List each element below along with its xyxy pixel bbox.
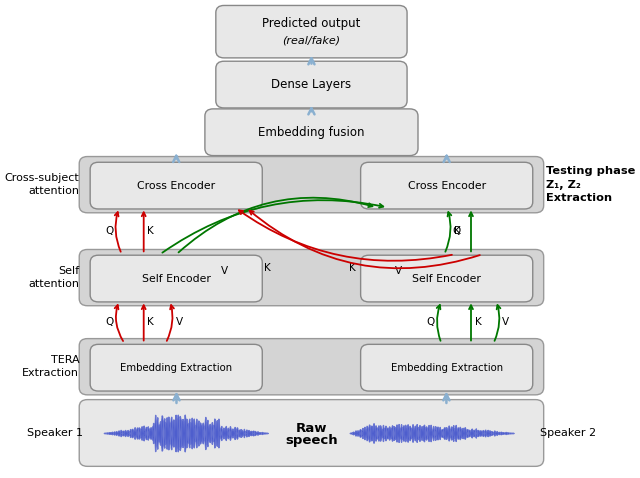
FancyBboxPatch shape	[79, 338, 543, 395]
Text: Dense Layers: Dense Layers	[271, 78, 351, 91]
FancyArrowPatch shape	[250, 211, 480, 268]
Text: Q: Q	[105, 226, 113, 236]
Text: Q: Q	[105, 317, 113, 327]
FancyBboxPatch shape	[360, 162, 532, 209]
FancyBboxPatch shape	[90, 255, 262, 302]
Text: K: K	[147, 226, 154, 236]
FancyBboxPatch shape	[79, 250, 543, 306]
Text: (real/fake): (real/fake)	[282, 35, 340, 45]
Text: Self Encoder: Self Encoder	[412, 273, 481, 283]
FancyArrowPatch shape	[469, 212, 473, 251]
Text: V: V	[175, 317, 183, 327]
FancyArrowPatch shape	[495, 305, 500, 341]
Text: Embedding Extraction: Embedding Extraction	[120, 363, 232, 373]
FancyBboxPatch shape	[216, 61, 407, 108]
Text: Testing phase
Z₁, Z₂
Extraction: Testing phase Z₁, Z₂ Extraction	[547, 166, 636, 203]
FancyArrowPatch shape	[436, 305, 440, 341]
Text: V: V	[502, 317, 509, 327]
FancyArrowPatch shape	[179, 198, 372, 252]
Text: Q: Q	[452, 226, 461, 236]
Text: Self
attention: Self attention	[28, 266, 79, 289]
Text: Cross-subject
attention: Cross-subject attention	[4, 173, 79, 196]
FancyBboxPatch shape	[79, 157, 543, 213]
Text: TERA
Extraction: TERA Extraction	[22, 355, 79, 378]
FancyArrowPatch shape	[141, 305, 146, 341]
Text: K: K	[475, 317, 481, 327]
FancyArrowPatch shape	[115, 212, 121, 252]
FancyArrowPatch shape	[115, 305, 123, 341]
FancyBboxPatch shape	[360, 255, 532, 302]
Text: Embedding Extraction: Embedding Extraction	[390, 363, 503, 373]
Text: K: K	[349, 262, 356, 272]
FancyBboxPatch shape	[79, 400, 543, 467]
Text: V: V	[396, 266, 403, 276]
FancyBboxPatch shape	[360, 344, 532, 391]
Text: K: K	[454, 226, 461, 236]
FancyBboxPatch shape	[90, 162, 262, 209]
FancyBboxPatch shape	[90, 344, 262, 391]
Text: Q: Q	[426, 317, 435, 327]
FancyArrowPatch shape	[469, 305, 473, 341]
Text: Self Encoder: Self Encoder	[142, 273, 211, 283]
FancyArrowPatch shape	[163, 200, 383, 253]
Text: Raw: Raw	[296, 422, 327, 435]
FancyArrowPatch shape	[239, 210, 452, 261]
Text: K: K	[264, 262, 271, 272]
FancyArrowPatch shape	[141, 212, 146, 251]
Text: Cross Encoder: Cross Encoder	[408, 181, 486, 191]
Text: Speaker 1: Speaker 1	[27, 428, 83, 438]
FancyBboxPatch shape	[205, 109, 418, 156]
Text: Embedding fusion: Embedding fusion	[258, 126, 365, 139]
Text: speech: speech	[285, 434, 338, 446]
FancyBboxPatch shape	[216, 5, 407, 58]
Text: V: V	[220, 266, 228, 276]
FancyArrowPatch shape	[167, 305, 174, 341]
Text: Cross Encoder: Cross Encoder	[137, 181, 215, 191]
FancyArrowPatch shape	[445, 212, 451, 252]
Text: K: K	[147, 317, 154, 327]
Text: Predicted output: Predicted output	[262, 17, 360, 30]
Text: Speaker 2: Speaker 2	[540, 428, 596, 438]
